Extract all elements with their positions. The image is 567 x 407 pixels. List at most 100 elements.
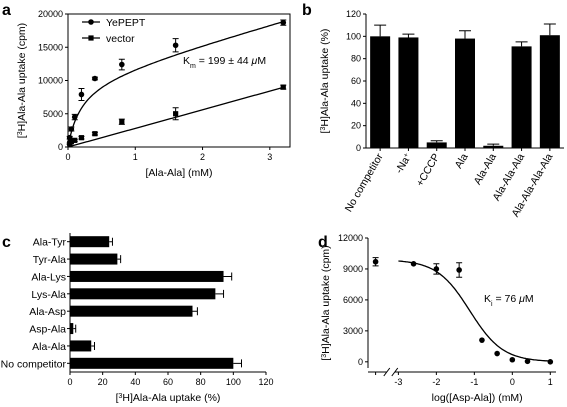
panel-d-x-tick-label: -3 (394, 377, 402, 387)
panel-a-x-tick-label: 3 (267, 152, 272, 162)
panel-d-point (433, 266, 440, 272)
panel-d-x-tick-label: 0 (510, 377, 515, 387)
panel-a-x-tick-label: 1 (133, 152, 138, 162)
panel-a-vector-point (78, 135, 85, 141)
panel-a-y-tick-label: 0 (58, 142, 63, 152)
panel-a-y-tick-label: 20000 (38, 9, 63, 19)
panel-a-vector-point (72, 137, 78, 143)
panel-b-y-tick-label: 100 (346, 31, 361, 41)
panel-b-bar (370, 36, 391, 149)
panel-d-fit-curve (398, 260, 551, 362)
panel-c-error-bar (192, 307, 198, 316)
panel-a-legend-marker-vector (88, 35, 94, 41)
panel-a-legend-marker-yepept (88, 19, 94, 25)
panel-d-x-tick-label: 1 (548, 377, 553, 387)
panel-c-bar (70, 340, 92, 352)
panel-b-category-label: No competitor (343, 151, 386, 214)
panel-b-bar (426, 142, 447, 148)
panel-d-ki-annotation: Ki = 76 μM (484, 293, 534, 308)
panel-a-vector-point (92, 131, 98, 137)
panel-c-x-axis-label: [3H]Ala-Ala uptake (%) (116, 392, 221, 404)
panel-a-y-tick-label: 5000 (43, 109, 63, 119)
panel-b-category-label: Ala-Ala (472, 151, 499, 186)
panel-c-x-tick-label: 120 (258, 377, 273, 387)
panel-a-vector-point (280, 84, 286, 90)
panel-d-point (547, 359, 554, 365)
panel-d-point (509, 356, 516, 363)
panel-a-yepept-point (119, 61, 125, 68)
panel-c-category-label: Ala-Asp (29, 306, 66, 318)
panel-c-category-label: Ala-Lys (31, 271, 66, 283)
panel-b-error-bar (487, 143, 500, 146)
panel-c-horizontal-bar-chart: 0 20 40 60 80 100 120 [3H]Ala-Ala uptake (%) Ala… (1, 233, 274, 404)
panel-a-x-tick-label: 2 (200, 152, 205, 162)
panel-b-y-tick-label: 80 (351, 54, 361, 64)
panel-c-error-bar (91, 341, 95, 350)
panel-d-point (410, 260, 417, 267)
panel-d-y-tick-label: 12000 (338, 233, 363, 243)
panel-b-bar (398, 37, 419, 149)
panel-a-yepept-point (68, 126, 75, 132)
panel-c-error-bar (215, 289, 225, 298)
panel-c-bar (70, 288, 216, 300)
panel-c-category-label: Lys-Ala (31, 289, 66, 301)
panel-b-error-bar (459, 30, 471, 39)
panel-d-y-tick-label: 0 (358, 357, 363, 367)
panel-b-error-bar (374, 24, 387, 37)
panel-a-y-tick-label: 10000 (38, 76, 63, 86)
panel-b-error-bar (430, 140, 443, 143)
panel-a-kinetics-chart: 0 1 2 3 0 5000 10000 15000 20000 [Ala-Ala] (mM) [3… (16, 9, 291, 179)
panel-a-vector-point (68, 139, 74, 145)
panel-d-y-tick-label: 6000 (343, 295, 363, 305)
panel-c-error-bar (117, 255, 122, 264)
panel-c-category-label: Asp-Ala (29, 324, 66, 336)
panel-a-x-axis-label: [Ala-Ala] (mM) (145, 167, 212, 179)
panel-c-x-tick-label: 80 (196, 377, 206, 387)
panel-b-bar-chart: 0 20 40 60 80 100 120 [3H]Ala-Ala uptake (%) No … (319, 9, 564, 219)
panel-d-y-axis-label: [3H]Ala-Ala uptake (cpm) (320, 245, 332, 360)
panel-c-letter: c (2, 234, 11, 251)
panel-d-axis-break-mark (383, 367, 399, 377)
panel-a-y-axis-label: [3H]Ala-Ala uptake (cpm) (16, 23, 28, 138)
panel-d-point (456, 267, 462, 273)
panel-b-y-tick-label: 20 (351, 121, 361, 131)
panel-c-x-tick-label: 100 (226, 377, 241, 387)
panel-c-bar (70, 305, 193, 317)
panel-c-category-label: No competitor (1, 358, 67, 370)
panel-b-bar (511, 46, 532, 149)
panel-d-point (479, 337, 485, 343)
panel-d-point (494, 350, 500, 357)
panel-a-legend-label-vector: vector (106, 33, 135, 45)
panel-c-x-tick-label: 40 (130, 377, 140, 387)
panel-a-legend-label-yepept: YePEPT (106, 17, 146, 29)
panel-a-yepept-point (172, 42, 179, 49)
panel-d-y-tick-label: 3000 (343, 326, 363, 336)
panel-c-error-bar (73, 324, 77, 333)
panel-b-error-bar (515, 41, 528, 47)
panel-b-letter: b (302, 2, 312, 19)
panel-d-x-tick-label: -1 (470, 377, 478, 387)
panel-a-vector-point (173, 111, 179, 117)
panel-c-category-label: Tyr-Ala (33, 254, 66, 266)
panel-a-yepept-fit-curve (67, 21, 284, 146)
panel-a-yepept-point (280, 19, 287, 26)
panel-a-x-tick-label: 0 (65, 152, 70, 162)
panel-a-km-annotation: Km = 199 ± 44 μM (183, 55, 266, 70)
panel-b-bar (455, 38, 475, 148)
panel-a-plot-frame (67, 13, 291, 148)
panel-b-error-bar (543, 23, 556, 36)
panel-c-bar (70, 236, 110, 248)
panel-c-error-bar (223, 272, 233, 281)
panel-c-category-label: Ala-Tyr (33, 237, 67, 249)
panel-b-y-axis-label: [3H]Ala-Ala uptake (%) (319, 29, 331, 134)
panel-c-bar (70, 270, 224, 282)
panel-d-x-axis-label: log([Asp-Ala]) (mM) (432, 392, 523, 404)
panel-b-y-tick-label: 120 (346, 9, 361, 19)
panel-d-y-tick-label: 9000 (343, 264, 363, 274)
panel-b-category-label: -Na+ (393, 152, 414, 176)
panel-d-inhibition-chart: -3 -2 -1 0 1 log([Asp-Ala]) (mM) 0 3000 6000 9000… (320, 233, 556, 404)
panel-b-bar (483, 145, 504, 148)
panel-b-y-tick-label: 0 (356, 143, 361, 153)
panel-a-yepept-point (71, 114, 78, 120)
